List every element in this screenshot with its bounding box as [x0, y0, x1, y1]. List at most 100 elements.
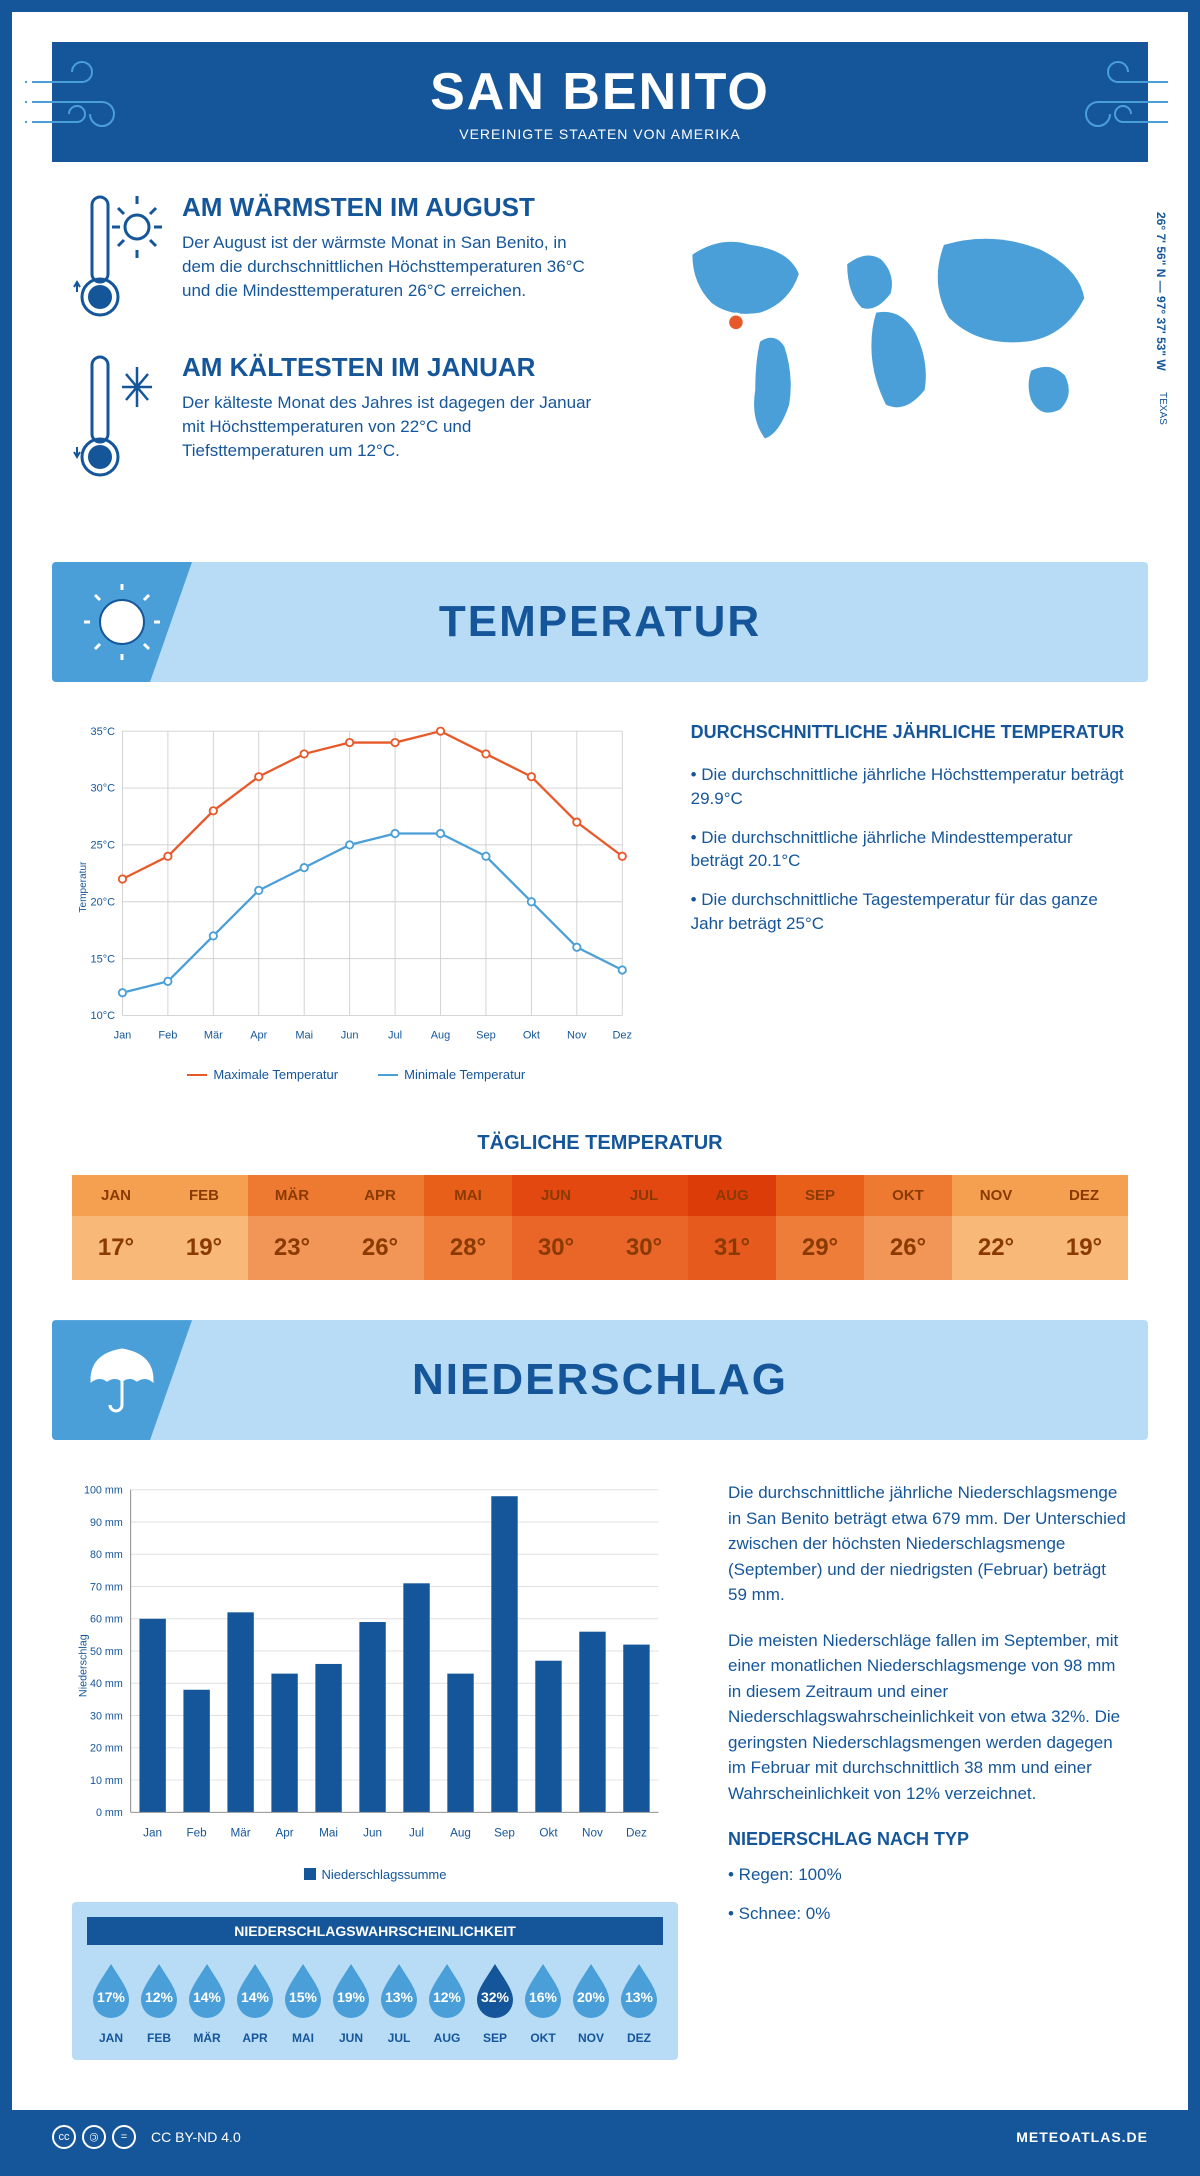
sun-icon — [82, 582, 162, 662]
svg-text:32%: 32% — [481, 1989, 510, 2005]
by-icon: 🄯 — [82, 2125, 106, 2149]
prob-item: 16%OKT — [519, 1960, 567, 2045]
temp-section-title: TEMPERATUR — [52, 597, 1148, 647]
drop-icon: 16% — [519, 1960, 567, 2018]
svg-text:Aug: Aug — [450, 1827, 471, 1840]
precip-p1: Die durchschnittliche jährliche Niedersc… — [728, 1480, 1128, 1608]
cc-icons: cc 🄯 = — [52, 2125, 136, 2149]
precip-section-banner: NIEDERSCHLAG — [52, 1320, 1148, 1440]
svg-text:Nov: Nov — [567, 1029, 587, 1041]
drop-icon: 13% — [375, 1960, 423, 2018]
prob-item: 12%FEB — [135, 1960, 183, 2045]
prob-item: 13% JUL — [375, 1960, 423, 2045]
prob-month: DEZ — [615, 2031, 663, 2045]
prob-item: 14%APR — [231, 1960, 279, 2045]
temp-value: 22° — [952, 1216, 1040, 1280]
brand-text: METEOATLAS.DE — [1016, 2129, 1148, 2145]
prob-month: NOV — [567, 2031, 615, 2045]
precip-type-item: • Schnee: 0% — [728, 1902, 1128, 1926]
nd-icon: = — [112, 2125, 136, 2149]
temp-value: 29° — [776, 1216, 864, 1280]
prob-item: 13% DEZ — [615, 1960, 663, 2045]
svg-text:Apr: Apr — [250, 1029, 267, 1041]
svg-text:30°C: 30°C — [91, 783, 116, 795]
temp-month: AUG — [688, 1175, 776, 1216]
svg-text:Sep: Sep — [494, 1827, 515, 1840]
warmest-heading: AM WÄRMSTEN IM AUGUST — [182, 192, 604, 223]
cc-icon: cc — [52, 2125, 76, 2149]
svg-text:Jul: Jul — [388, 1029, 402, 1041]
svg-text:14%: 14% — [241, 1989, 270, 2005]
legend-precip: Niederschlagssumme — [322, 1867, 447, 1882]
coordinates: 26° 7' 56" N — 97° 37' 53" W — [1154, 212, 1168, 371]
temp-value: 19° — [1040, 1216, 1128, 1280]
temp-col: DEZ19° — [1040, 1175, 1128, 1280]
svg-text:19%: 19% — [337, 1989, 366, 2005]
svg-text:15°C: 15°C — [91, 953, 116, 965]
temp-value: 30° — [512, 1216, 600, 1280]
svg-text:10 mm: 10 mm — [90, 1775, 123, 1787]
svg-text:Dez: Dez — [612, 1029, 632, 1041]
wind-icon — [1058, 52, 1178, 152]
wind-icon — [22, 52, 142, 152]
svg-text:20 mm: 20 mm — [90, 1743, 123, 1755]
prob-title: NIEDERSCHLAGSWAHRSCHEINLICHKEIT — [87, 1917, 663, 1945]
temp-month: DEZ — [1040, 1175, 1128, 1216]
region-label: TEXAS — [1157, 392, 1168, 425]
temp-month: JUN — [512, 1175, 600, 1216]
temp-value: 19° — [160, 1216, 248, 1280]
svg-text:Nov: Nov — [582, 1827, 603, 1840]
daily-temp-table: JAN17°FEB19°MÄR23°APR26°MAI28°JUN30°JUL3… — [72, 1175, 1128, 1280]
prob-month: MAI — [279, 2031, 327, 2045]
temp-col: JUN30° — [512, 1175, 600, 1280]
temp-col: FEB19° — [160, 1175, 248, 1280]
legend-min: Minimale Temperatur — [404, 1067, 525, 1082]
license-text: CC BY-ND 4.0 — [151, 2129, 241, 2145]
temp-col: OKT26° — [864, 1175, 952, 1280]
svg-text:12%: 12% — [433, 1989, 462, 2005]
temp-col: NOV22° — [952, 1175, 1040, 1280]
temp-month: APR — [336, 1175, 424, 1216]
svg-text:20°C: 20°C — [91, 896, 116, 908]
temp-col: JUL30° — [600, 1175, 688, 1280]
temp-value: 26° — [336, 1216, 424, 1280]
drop-icon: 14% — [183, 1960, 231, 2018]
svg-text:13%: 13% — [385, 1989, 414, 2005]
svg-text:10°C: 10°C — [91, 1010, 116, 1022]
thermometer-hot-icon — [72, 192, 162, 322]
temperature-line-chart: 10°C15°C20°C25°C30°C35°CJanFebMärAprMaiJ… — [72, 722, 641, 1052]
precip-text: Die durchschnittliche jährliche Niedersc… — [728, 1480, 1128, 2059]
svg-text:Okt: Okt — [523, 1029, 540, 1041]
temp-col: SEP29° — [776, 1175, 864, 1280]
svg-text:13%: 13% — [625, 1989, 654, 2005]
coldest-block: AM KÄLTESTEN IM JANUAR Der kälteste Mona… — [72, 352, 604, 482]
prob-month: JAN — [87, 2031, 135, 2045]
temp-value: 28° — [424, 1216, 512, 1280]
svg-text:Mai: Mai — [319, 1827, 338, 1840]
world-map — [644, 192, 1128, 472]
daily-temp-title: TÄGLICHE TEMPERATUR — [12, 1132, 1188, 1155]
svg-text:Jan: Jan — [114, 1029, 132, 1041]
header-band: SAN BENITO VEREINIGTE STAATEN VON AMERIK… — [52, 42, 1148, 162]
svg-text:Temperatur: Temperatur — [78, 861, 89, 913]
svg-text:80 mm: 80 mm — [90, 1549, 123, 1561]
svg-text:Aug: Aug — [431, 1029, 451, 1041]
temp-month: JUL — [600, 1175, 688, 1216]
thermometer-cold-icon — [72, 352, 162, 482]
temp-summary-heading: DURCHSCHNITTLICHE JÄHRLICHE TEMPERATUR — [691, 722, 1128, 743]
precip-section-title: NIEDERSCHLAG — [52, 1355, 1148, 1405]
temp-value: 17° — [72, 1216, 160, 1280]
drop-icon: 14% — [231, 1960, 279, 2018]
prob-item: 14%MÄR — [183, 1960, 231, 2045]
temp-col: APR26° — [336, 1175, 424, 1280]
prob-month: SEP — [471, 2031, 519, 2045]
temp-col: MÄR23° — [248, 1175, 336, 1280]
prob-month: JUL — [375, 2031, 423, 2045]
warmest-text: Der August ist der wärmste Monat in San … — [182, 231, 604, 302]
svg-text:30 mm: 30 mm — [90, 1711, 123, 1723]
drop-icon: 12% — [135, 1960, 183, 2018]
precipitation-bar-chart: 0 mm10 mm20 mm30 mm40 mm50 mm60 mm70 mm8… — [72, 1480, 678, 1851]
temp-month: NOV — [952, 1175, 1040, 1216]
svg-text:Niederschlag: Niederschlag — [78, 1634, 90, 1697]
svg-text:16%: 16% — [529, 1989, 558, 2005]
